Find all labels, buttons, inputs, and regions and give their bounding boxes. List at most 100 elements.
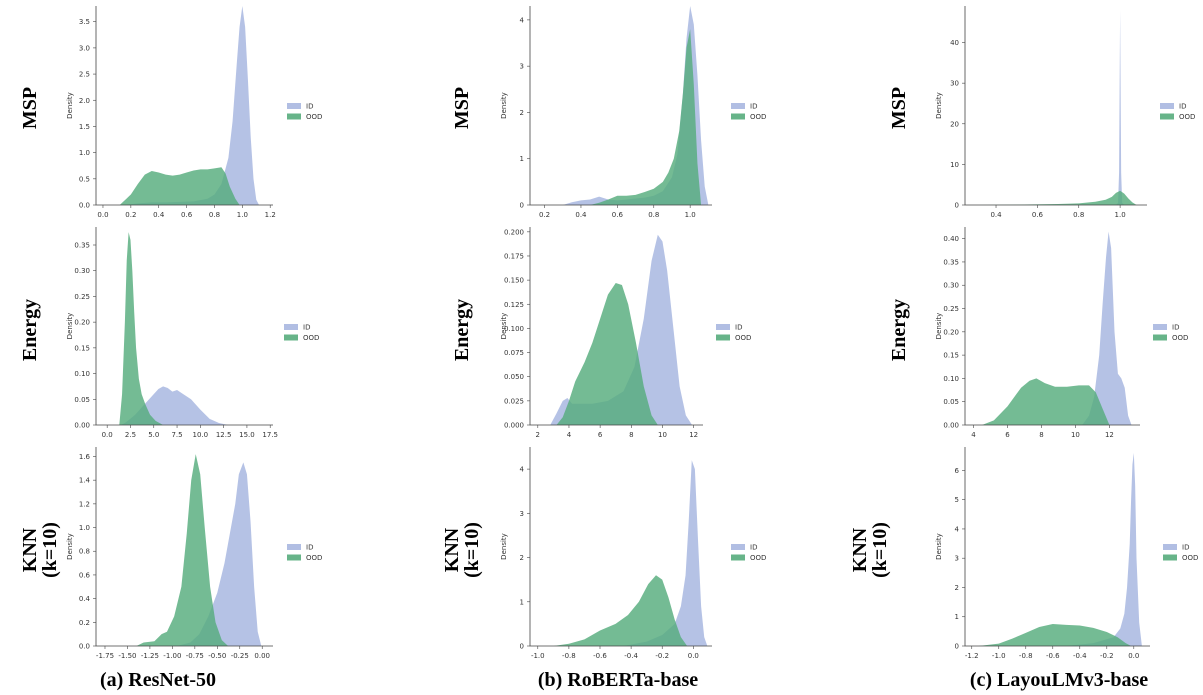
x-tick-label: -0.4 [1073,652,1087,660]
y-tick-label: 0.0 [79,643,90,651]
legend-swatch-id [1163,544,1177,550]
y-tick-label: 0.5 [79,175,90,183]
x-tick-label: 1.0 [1115,211,1126,219]
x-tick-label: 0.0 [97,211,108,219]
x-tick-label: 0.6 [612,211,624,219]
x-tick-label: 8 [1039,431,1043,439]
x-tick-label: -0.4 [624,652,638,660]
y-tick-label: 0.35 [74,242,90,250]
density-area-ood [975,190,1137,205]
legend-label-id: ID [750,544,757,552]
x-tick-label: -0.8 [562,652,576,660]
y-tick-label: 0.25 [74,293,90,301]
x-tick-label: 0.2 [125,211,136,219]
x-tick-label: 5.0 [148,431,159,439]
y-tick-label: 0.30 [74,267,90,275]
panel: 2 4 6 8 10 12 0.000 0.025 0.050 0.075 0.100 0.125 0.… [500,227,751,439]
x-tick-label: 12 [1105,431,1114,439]
y-tick-label: 2 [520,109,524,117]
x-tick-label: -1.2 [965,652,979,660]
x-tick-label: -1.25 [141,652,159,660]
density-area-id [1115,10,1125,206]
legend-label-id: ID [1172,324,1179,332]
y-axis-label: Density [66,533,74,560]
y-tick-label: 0.00 [943,422,959,430]
y-tick-label: 0.200 [504,228,524,236]
y-axis-label: Density [935,533,943,560]
legend-swatch-ood [1160,113,1174,120]
x-tick-label: 10.0 [193,431,209,439]
y-tick-label: 0.8 [79,548,90,556]
legend-swatch-id [287,544,301,550]
y-tick-label: 0.15 [943,352,959,360]
y-tick-label: 0.10 [74,370,90,378]
y-tick-label: 1.0 [79,149,90,157]
x-tick-label: -0.75 [186,652,204,660]
y-tick-label: 3.5 [79,18,90,26]
y-tick-label: 0.20 [74,319,90,327]
density-area-ood [556,283,658,425]
y-tick-label: 0.25 [943,305,959,313]
legend-swatch-id [287,103,301,109]
legend-swatch-id [731,103,745,109]
x-tick-label: 1.2 [265,211,276,219]
density-area-ood [553,575,688,646]
y-axis-label: Density [66,313,74,340]
legend: ID OOD [731,544,766,562]
x-tick-label: -1.75 [96,652,114,660]
y-tick-label: 4 [955,525,960,533]
y-tick-label: 0.075 [504,349,524,357]
panel: -1.0 -0.8 -0.6 -0.4 -0.2 0.0 0 1 2 3 4 Density ID OOD [500,447,766,660]
x-tick-label: 17.5 [262,431,278,439]
y-tick-label: 1.2 [79,500,90,508]
panel: 0.0 2.5 5.0 7.5 10.0 12.5 15.0 17.5 0.00 0.05 0.10… [66,227,319,439]
legend-label-ood: OOD [1172,334,1188,342]
y-tick-label: 0.40 [943,235,959,243]
legend-swatch-ood [287,554,301,561]
x-tick-label: 1.0 [685,211,696,219]
legend-swatch-id [716,324,730,330]
legend-label-id: ID [750,103,757,111]
caption-resnet: (a) ResNet-50 [100,669,216,691]
legend-label-ood: OOD [735,334,751,342]
x-tick-label: -0.2 [1100,652,1114,660]
legend-label-id: ID [303,324,310,332]
legend-label-id: ID [1179,103,1186,111]
legend-label-ood: OOD [306,113,322,121]
y-axis-label: Density [500,92,508,119]
x-tick-label: -0.6 [593,652,607,660]
row-label-msp: MSP [888,87,910,129]
density-area-ood [119,232,164,425]
legend: ID OOD [284,324,319,342]
x-tick-label: -0.8 [1019,652,1033,660]
y-tick-label: 5 [955,496,959,504]
x-tick-label: -1.0 [992,652,1006,660]
row-label-msp: MSP [451,87,473,129]
row-label-msp: MSP [19,87,41,129]
row-label-energy: Energy [451,299,473,361]
y-tick-label: 0 [955,643,959,651]
y-tick-label: 0.050 [504,373,524,381]
y-tick-label: 40 [950,39,959,47]
y-tick-label: 0.2 [79,619,90,627]
legend: ID OOD [1163,544,1198,562]
y-tick-label: 0.15 [74,344,90,352]
legend: ID OOD [1153,324,1188,342]
legend-swatch-ood [287,113,301,120]
row-label-energy: Energy [19,299,41,361]
row-label-energy: Energy [888,299,910,361]
x-tick-label: 0.00 [254,652,270,660]
y-tick-label: 2.0 [79,97,90,105]
x-tick-label: 0.4 [990,211,1002,219]
y-tick-label: 1.4 [79,477,91,485]
y-axis-label: Density [935,313,943,340]
x-tick-label: 0.6 [181,211,193,219]
x-tick-label: 0.0 [1128,652,1139,660]
density-area-ood [119,167,240,205]
x-tick-label: 0.0 [102,431,113,439]
x-tick-label: 10 [1071,431,1080,439]
x-tick-label: 15.0 [239,431,255,439]
legend-swatch-ood [1163,554,1177,561]
row-label-knn: KNN [19,527,41,572]
